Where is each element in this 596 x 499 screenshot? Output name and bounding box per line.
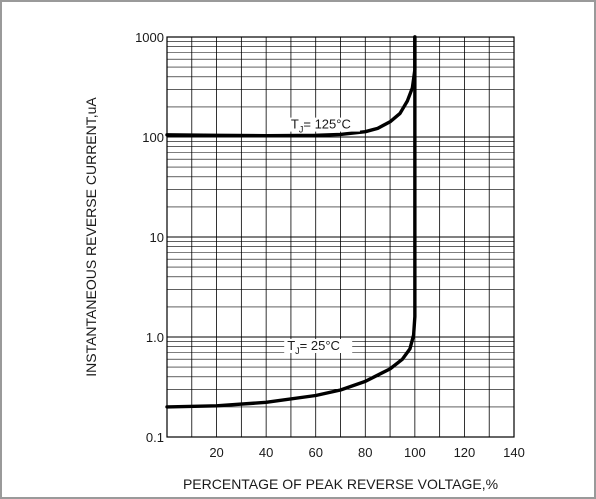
tick-labels: 20 40 60 80 100 120 140 0.1 1.0 10 100 1000 — [135, 30, 525, 460]
y-tick-label: 10 — [150, 230, 164, 245]
series-line-1 — [165, 35, 417, 138]
x-axis-label: PERCENTAGE OF PEAK REVERSE VOLTAGE,% — [183, 476, 498, 492]
y-tick-label: 1.0 — [146, 330, 164, 345]
x-tick-label: 60 — [308, 445, 322, 460]
curves — [165, 35, 417, 409]
series-label-1: TJ= 125°C — [291, 117, 351, 135]
x-tick-label: 20 — [209, 445, 223, 460]
series-label-background — [287, 117, 360, 132]
plot-frame — [166, 36, 515, 438]
series-label-background — [284, 339, 353, 353]
y-tick-label: 1000 — [135, 30, 164, 45]
x-tick-label: 100 — [404, 445, 426, 460]
y-tick-label: 0.1 — [146, 430, 164, 445]
curve-labels: TJ= 125°C TJ= 25°C — [284, 117, 360, 356]
x-tick-label: 140 — [503, 445, 525, 460]
y-axis-label: INSTANTANEOUS REVERSE CURRENT,uA — [83, 97, 99, 377]
series-label-2: TJ= 25°C — [287, 338, 340, 356]
x-tick-label: 120 — [454, 445, 476, 460]
y-tick-label: 100 — [142, 130, 164, 145]
series-line-2 — [165, 35, 417, 409]
x-tick-label: 80 — [358, 445, 372, 460]
x-tick-label: 40 — [259, 445, 273, 460]
